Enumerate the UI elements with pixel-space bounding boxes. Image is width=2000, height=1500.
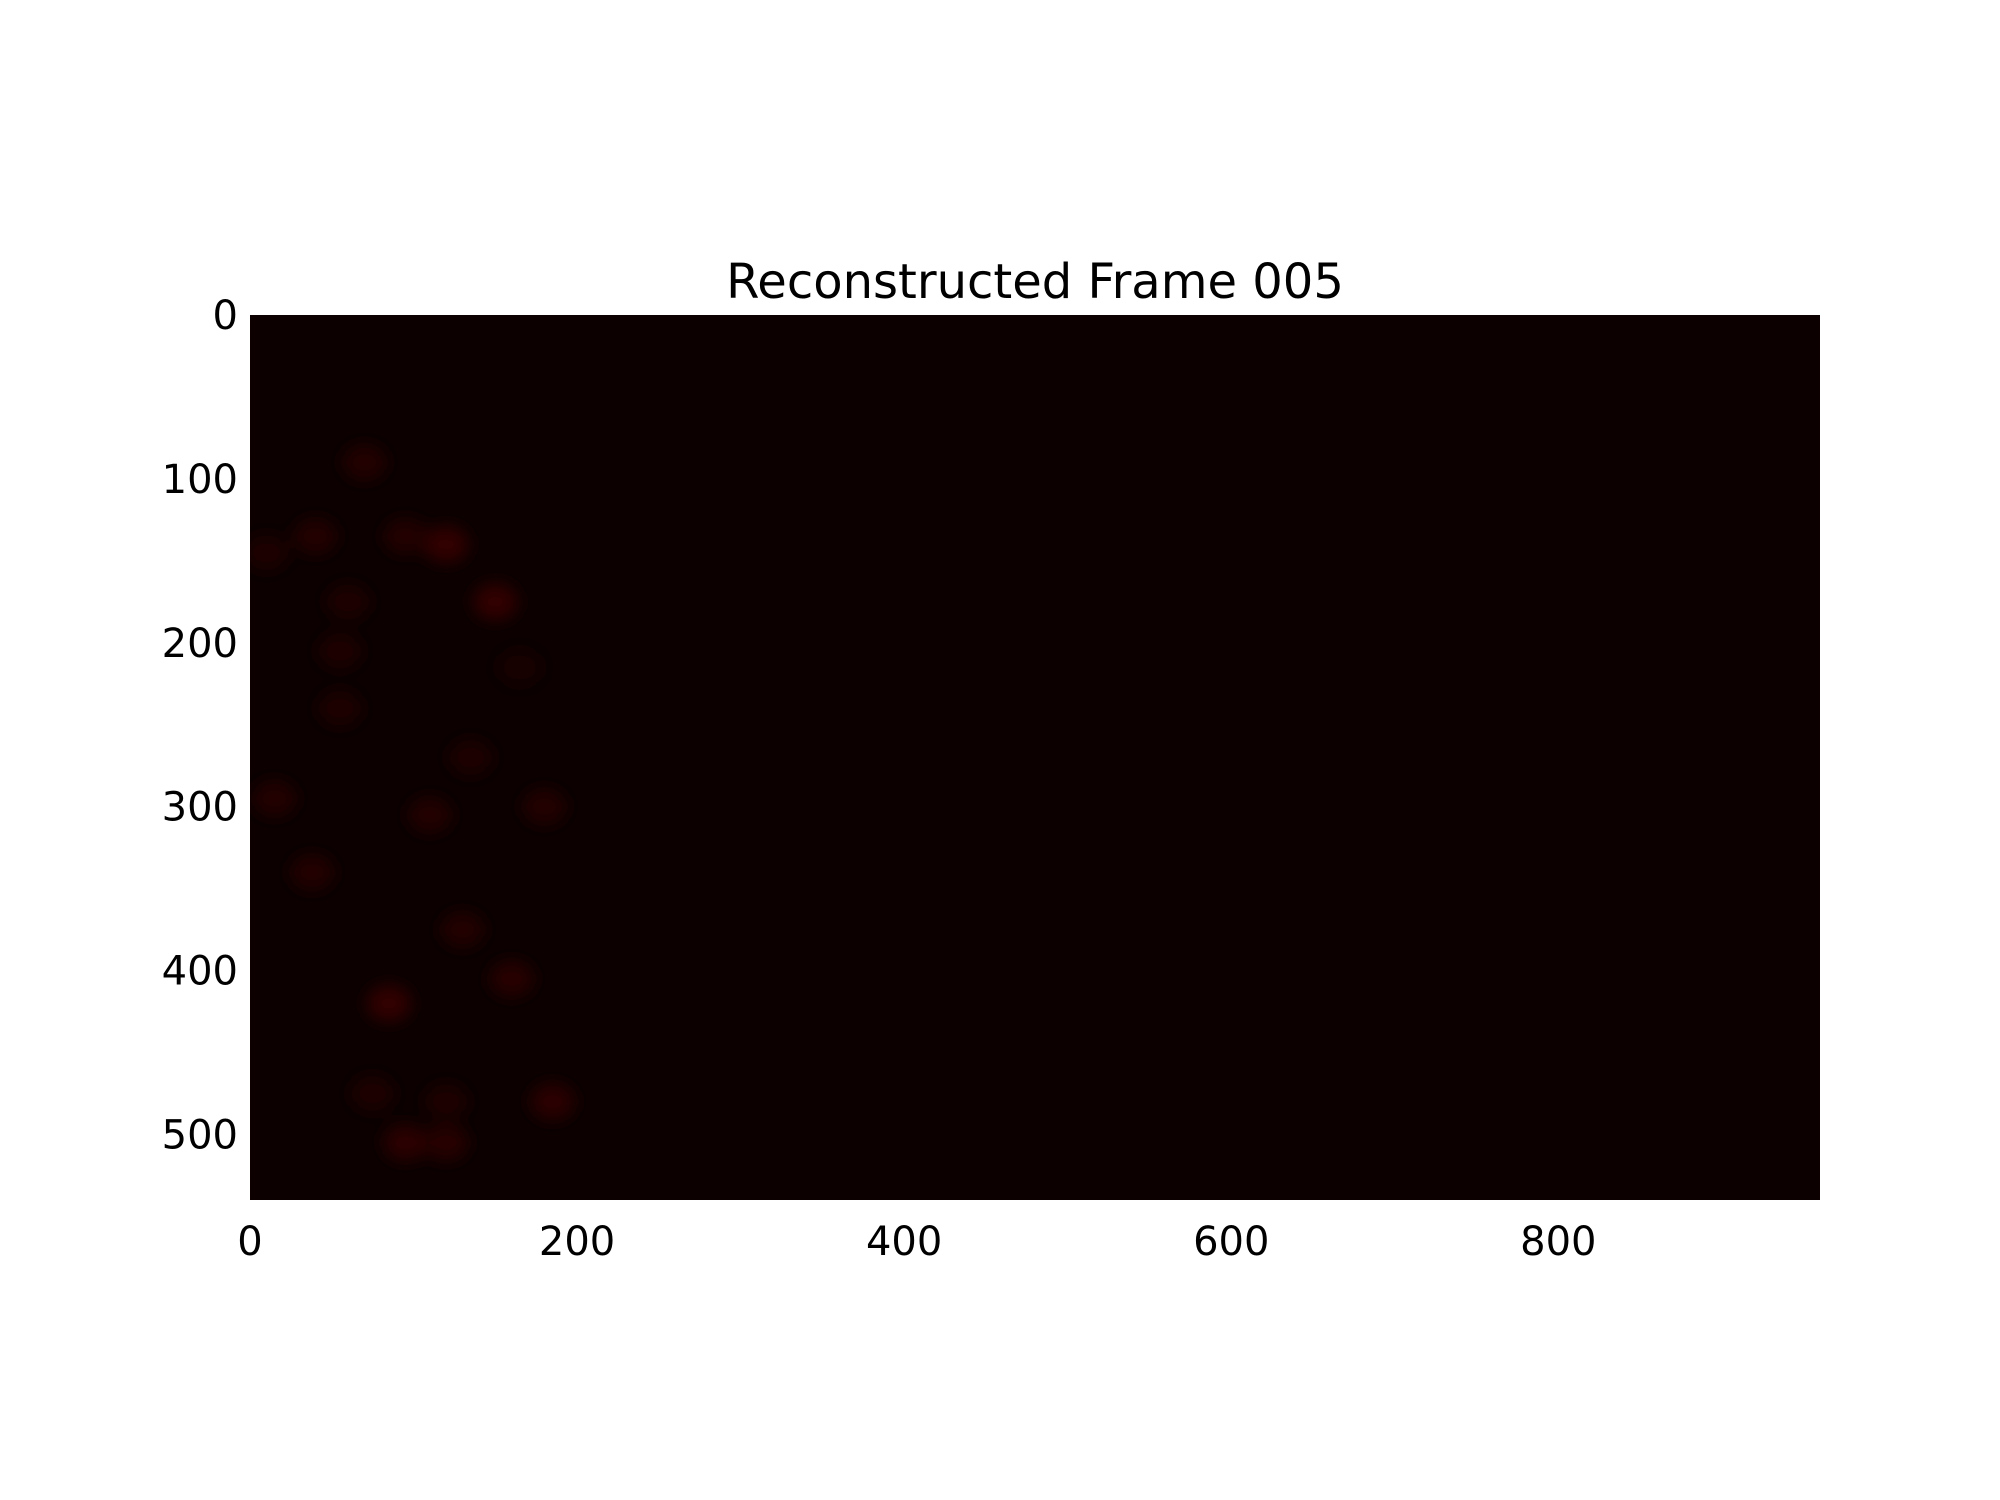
plot-area [250,315,1820,1200]
x-tick-label: 800 [1520,1219,1596,1265]
y-axis: 0 100 200 300 400 500 [162,293,238,1158]
heatmap-blob-11 [252,780,297,817]
heatmap-blob-6 [326,583,371,620]
heatmap-blob-3 [293,518,338,555]
heatmap-blob-5 [473,583,518,620]
heatmap-blob-14 [290,854,335,891]
heatmap-blob-16 [489,960,534,997]
heatmap-blob-19 [350,1075,395,1112]
heatmap-blob-4 [250,534,289,571]
x-tick-label: 0 [237,1219,262,1265]
y-tick-label: 300 [162,785,238,831]
heatmap-blob-18 [530,1083,575,1120]
heatmap-blob-12 [407,796,452,833]
x-tick-label: 600 [1193,1219,1269,1265]
heatmap-blob-2 [383,518,428,555]
heatmap-blob-8 [497,649,542,686]
heatmap-blob-0 [342,444,387,481]
heatmap-blob-1 [424,526,469,563]
x-tick-label: 400 [866,1219,942,1265]
heatmap-blob-13 [522,788,567,825]
heatmap-blob-21 [383,1124,428,1161]
chart-title: Reconstructed Frame 005 [726,254,1344,310]
y-tick-label: 500 [162,1112,238,1158]
heatmap-blobs [250,444,575,1161]
y-tick-label: 100 [162,457,238,503]
x-axis: 0 200 400 600 800 [237,1219,1596,1265]
heatmap-blob-7 [317,632,362,669]
heatmap-blob-17 [367,985,412,1022]
x-tick-label: 200 [539,1219,615,1265]
y-tick-label: 400 [162,949,238,995]
y-tick-label: 200 [162,621,238,667]
heatmap-blob-22 [424,1124,469,1161]
heatmap-blob-20 [424,1083,469,1120]
heatmap-blob-15 [440,911,485,948]
heatmap-image [250,315,1820,1200]
y-tick-label: 0 [213,293,238,339]
heatmap-blob-10 [448,739,493,776]
heatmap-blob-9 [317,690,362,727]
